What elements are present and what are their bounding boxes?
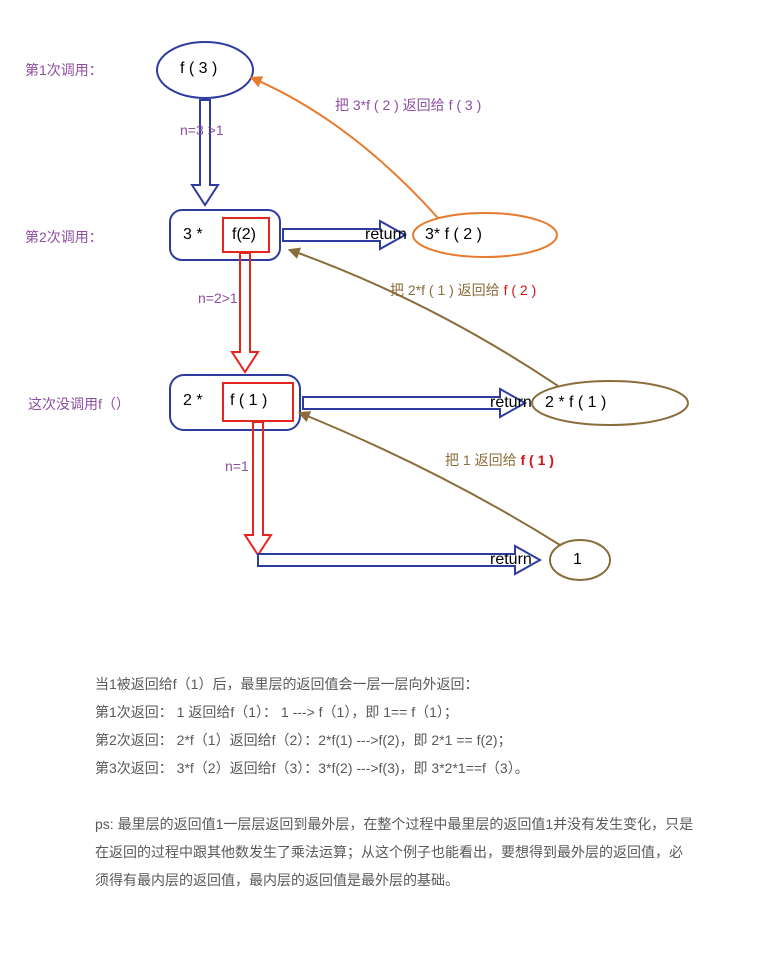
- return-2f1-val: 2 * f ( 1 ): [545, 394, 606, 412]
- exp-line-1: 第1次返回： 1 返回给f（1）： 1 ---> f（1），即 1== f（1）…: [95, 698, 695, 726]
- explanation-ps: ps: 最里层的返回值1一层层返回到最外层，在整个过程中最里层的返回值1并没有发…: [95, 810, 695, 894]
- arrow-return-2f1-back: [290, 250, 558, 386]
- label-back2-tail: f ( 2 ): [504, 282, 537, 298]
- exp-line-3: 第3次返回： 3*f（2）返回给f（3）：3*f(2) --->f(3)，即 3…: [95, 754, 695, 782]
- return-2f1-rlabel: return: [490, 394, 532, 412]
- label-back1-main: 把 1 返回给: [445, 452, 520, 468]
- node-3f2-inner-label: f(2): [232, 226, 256, 244]
- diagram-canvas: f ( 3 ) 3 * f(2) 2 * f ( 1 ) return 3* f…: [0, 0, 759, 979]
- return-1-val: 1: [573, 551, 582, 569]
- explanation-lines: 当1被返回给f（1）后，最里层的返回值会一层一层向外返回： 第1次返回： 1 返…: [95, 670, 695, 782]
- label-n1: n=1: [225, 458, 249, 474]
- arrow-return-1-back: [300, 413, 560, 545]
- label-call2: 第2次调用：: [25, 227, 103, 247]
- label-back1-tail: f ( 1 ): [520, 452, 553, 468]
- node-2f1-left: 2 *: [183, 392, 203, 410]
- label-back2: 把 2*f ( 1 ) 返回给 f ( 2 ): [390, 280, 536, 300]
- label-back2-main: 把 2*f ( 1 ) 返回给: [390, 282, 504, 298]
- label-back3: 把 3*f ( 2 ) 返回给 f ( 3 ): [335, 95, 481, 115]
- label-nocall: 这次没调用f（）: [28, 394, 130, 414]
- label-back1: 把 1 返回给 f ( 1 ): [445, 450, 554, 470]
- node-2f1-inner-label: f ( 1 ): [230, 392, 267, 410]
- return-3f2-val: 3* f ( 2 ): [425, 226, 482, 244]
- exp-line-2: 第2次返回： 2*f（1）返回给f（2）：2*f(1) --->f(2)，即 2…: [95, 726, 695, 754]
- label-n2: n=2>1: [198, 290, 238, 306]
- arrow-3f2-to-2f1: [232, 253, 258, 372]
- label-n3: n=3 >1: [180, 122, 224, 138]
- arrow-2f1-to-bottom: [245, 422, 271, 555]
- label-call1: 第1次调用：: [25, 60, 103, 80]
- node-f3-label: f ( 3 ): [180, 60, 217, 78]
- node-3f2-left: 3 *: [183, 226, 203, 244]
- exp-line-0: 当1被返回给f（1）后，最里层的返回值会一层一层向外返回：: [95, 670, 695, 698]
- return-3f2-rlabel: return: [365, 226, 407, 244]
- arrow-f3-to-3f2: [192, 100, 218, 205]
- return-1-rlabel: return: [490, 551, 532, 569]
